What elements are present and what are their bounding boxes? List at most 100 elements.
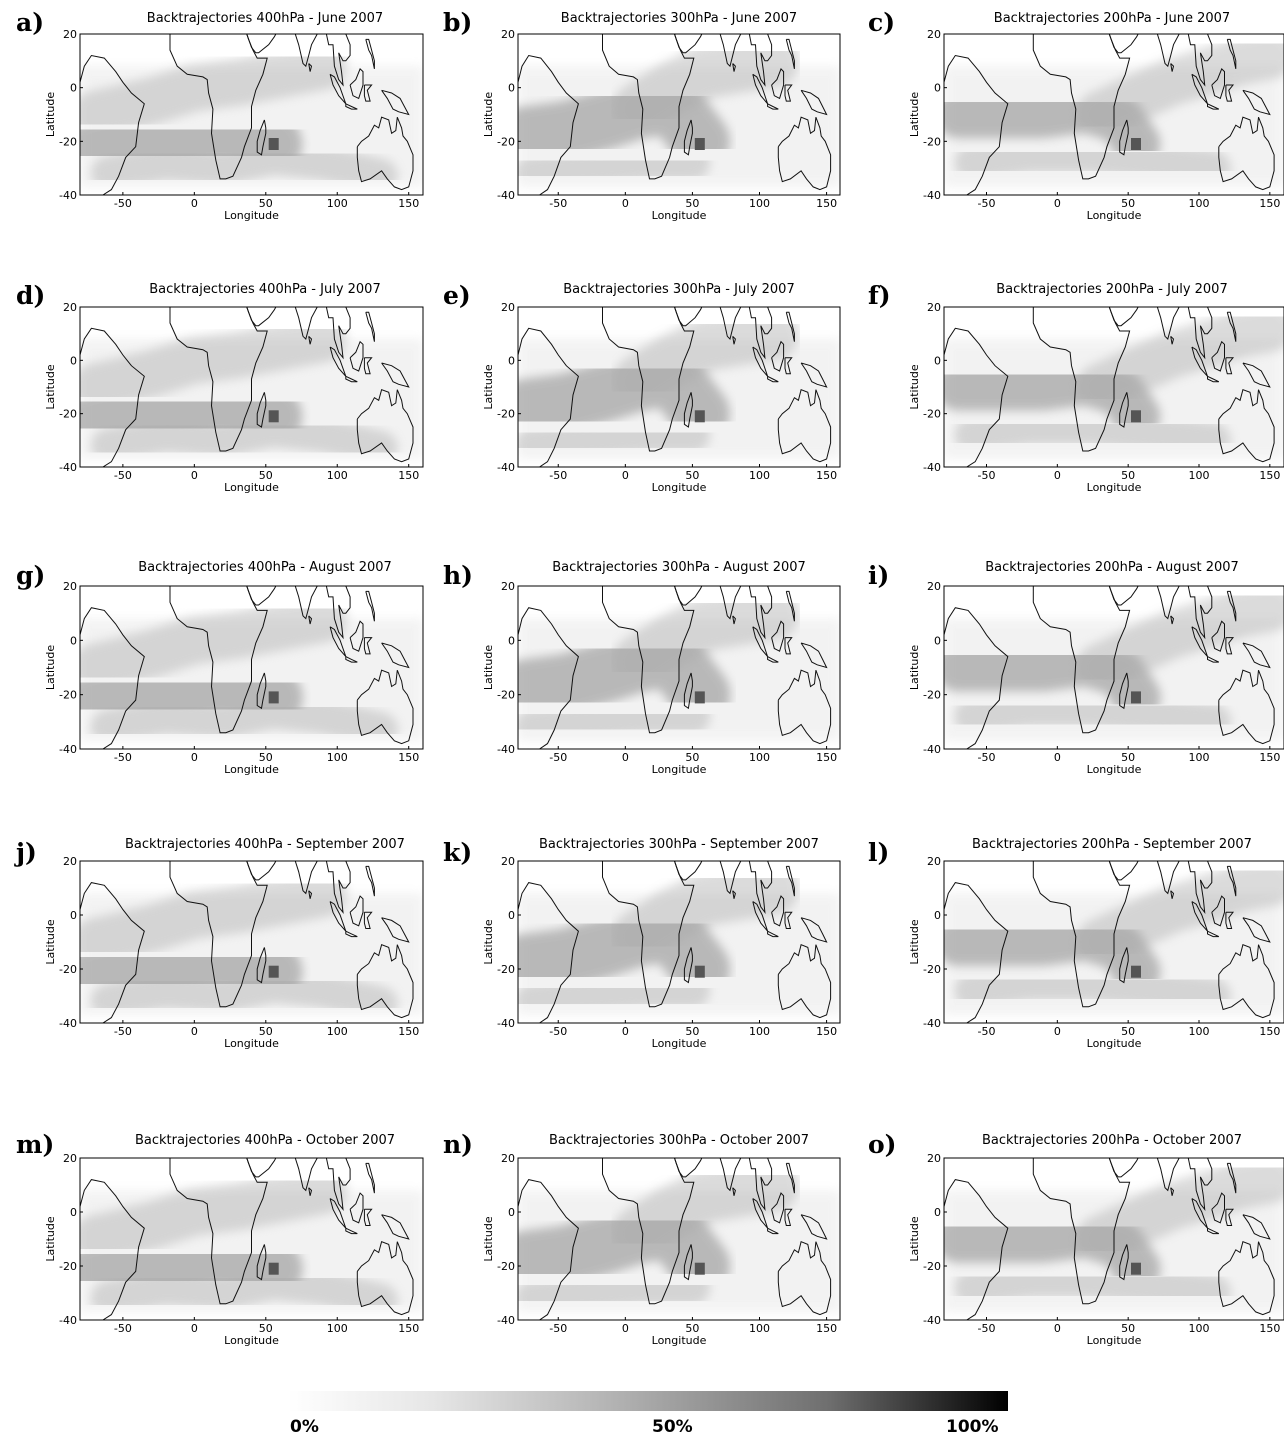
x-tick-label: -50 <box>549 1322 567 1335</box>
x-tick-label: 100 <box>1189 751 1210 764</box>
x-tick-label: 0 <box>622 197 629 210</box>
panel-title: Backtrajectories 300hPa - October 2007 <box>548 1133 810 1148</box>
trajectory-density-band <box>954 137 1231 186</box>
y-tick-label: -20 <box>923 963 941 976</box>
coastline <box>365 1162 375 1194</box>
source-location-marker <box>1131 1262 1141 1275</box>
y-tick-label: 0 <box>934 354 941 367</box>
coastline <box>1156 34 1180 68</box>
x-tick-label: 0 <box>622 1322 629 1335</box>
source-location-marker <box>268 410 279 423</box>
coastline <box>1170 1187 1175 1196</box>
coastline <box>1170 63 1175 72</box>
coastline <box>944 882 1009 1023</box>
backtrajectory-map: -50 0 50 100 150 -40 -20 0 20 Longitude Latitude <box>44 580 424 776</box>
x-tick-label: 150 <box>816 1025 837 1038</box>
coastline <box>1218 116 1275 191</box>
coastline <box>381 89 410 116</box>
source-location-marker <box>268 691 279 704</box>
x-tick-label: 100 <box>1189 1025 1210 1038</box>
coastline <box>673 307 703 327</box>
y-tick-label: 0 <box>934 82 941 95</box>
coastline <box>1108 34 1139 54</box>
x-tick-label: -50 <box>114 1322 132 1335</box>
x-tick-label: -50 <box>549 469 567 482</box>
coastline <box>349 68 364 100</box>
coastline <box>944 54 1009 195</box>
y-tick-label: -20 <box>923 408 941 421</box>
panel-title: Backtrajectories 400hPa - October 2007 <box>134 1133 396 1148</box>
coastline <box>1032 34 1131 180</box>
coastline <box>719 307 742 340</box>
plot-frame <box>79 1157 424 1321</box>
coastline <box>602 1158 695 1305</box>
coastline <box>1211 1192 1225 1224</box>
source-location-marker <box>694 138 705 150</box>
x-axis-label: Longitude <box>652 209 707 222</box>
trajectory-density-band <box>91 412 398 466</box>
coastline <box>1187 307 1213 360</box>
y-tick-label: 20 <box>927 1152 941 1165</box>
x-tick-label: 150 <box>816 469 837 482</box>
coastline <box>363 1208 373 1226</box>
panel-letter: h) <box>443 561 474 590</box>
y-tick-label: 0 <box>934 1206 941 1219</box>
x-tick-label: 150 <box>816 751 837 764</box>
x-tick-label: 50 <box>1121 1322 1135 1335</box>
coastline <box>345 1227 358 1235</box>
x-tick-label: 150 <box>1259 469 1280 482</box>
coastline <box>944 1179 1009 1320</box>
x-tick-label: -50 <box>549 751 567 764</box>
coastline <box>602 34 695 180</box>
coastline <box>365 311 375 342</box>
x-tick-label: 50 <box>259 469 273 482</box>
coastline <box>256 119 267 156</box>
coastline <box>771 340 785 372</box>
x-tick-label: -50 <box>549 1025 567 1038</box>
x-tick-label: 50 <box>259 197 273 210</box>
coastline <box>602 586 695 734</box>
coastline <box>246 34 277 54</box>
coastline <box>1207 375 1220 383</box>
x-tick-label: -50 <box>114 751 132 764</box>
y-tick-label: 0 <box>70 1206 77 1219</box>
coastline <box>518 607 579 749</box>
panel-title: Backtrajectories 200hPa - July 2007 <box>996 282 1228 297</box>
coastline <box>1218 1241 1275 1316</box>
plot-frame <box>79 860 424 1024</box>
x-tick-label: 50 <box>1121 469 1135 482</box>
coastline <box>767 103 779 110</box>
y-tick-label: -40 <box>923 189 941 202</box>
source-location-marker <box>268 965 279 978</box>
trajectory-density-band <box>80 1228 303 1307</box>
source-location-marker <box>694 1262 705 1275</box>
coastline <box>345 375 358 383</box>
coastline <box>294 861 318 895</box>
coastline <box>518 54 579 195</box>
coastline <box>256 672 267 710</box>
coastline <box>673 34 703 54</box>
x-axis-label: Longitude <box>224 481 279 494</box>
x-tick-label: -50 <box>114 197 132 210</box>
y-tick-label: -20 <box>497 1260 515 1273</box>
x-tick-label: 100 <box>749 197 770 210</box>
coastline <box>363 357 373 375</box>
panel-letter: m) <box>16 1130 55 1159</box>
coastline <box>1170 890 1175 899</box>
coastline <box>349 895 364 927</box>
x-tick-label: 0 <box>1054 469 1061 482</box>
y-tick-label: 20 <box>927 580 941 593</box>
coastline <box>1032 586 1131 734</box>
x-tick-label: 100 <box>327 751 348 764</box>
y-axis-label: Latitude <box>44 919 57 965</box>
coastline <box>1119 119 1129 156</box>
source-location-marker <box>1131 138 1141 150</box>
trajectory-density-band <box>954 964 1231 1014</box>
y-tick-label: -40 <box>59 1314 77 1327</box>
y-tick-label: 0 <box>508 82 515 95</box>
y-tick-label: 20 <box>927 28 941 41</box>
y-tick-label: -20 <box>59 1260 77 1273</box>
source-location-marker <box>694 410 705 423</box>
x-tick-label: 50 <box>685 197 699 210</box>
y-tick-label: 0 <box>934 909 941 922</box>
